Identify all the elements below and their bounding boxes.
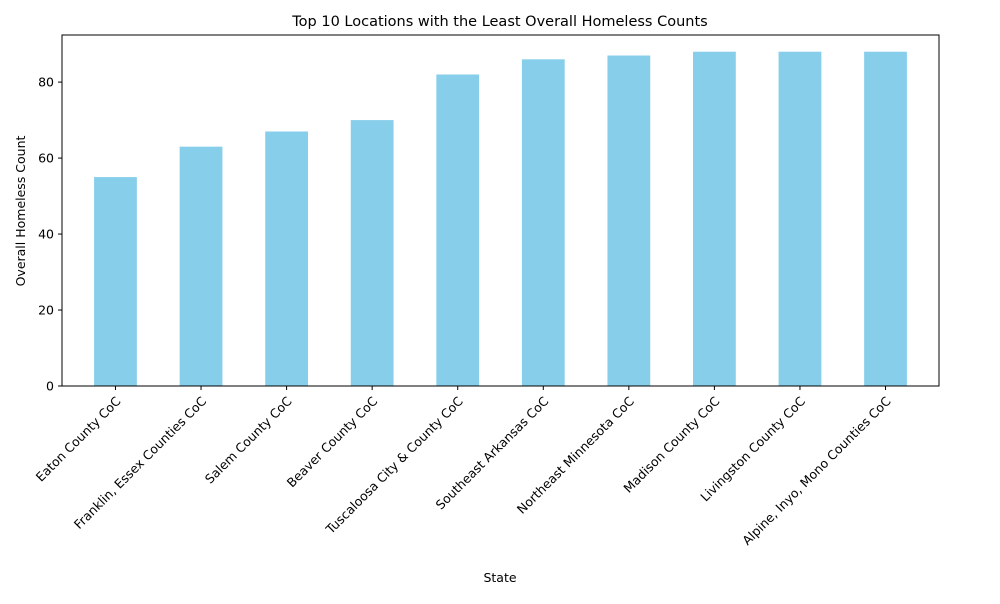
bar bbox=[179, 146, 223, 386]
bar bbox=[265, 131, 308, 386]
chart-title: Top 10 Locations with the Least Overall … bbox=[291, 14, 707, 30]
x-tick-label: Salem County CoC bbox=[202, 393, 295, 486]
plot-frame bbox=[61, 34, 940, 387]
bar bbox=[693, 51, 736, 386]
x-tick-label: Alpine, Inyo, Mono Counties CoC bbox=[739, 393, 894, 548]
x-axis-label: State bbox=[483, 570, 516, 585]
y-tick-label: 0 bbox=[46, 379, 54, 394]
bar bbox=[350, 120, 394, 386]
y-tick-label: 80 bbox=[38, 75, 54, 90]
x-tick-label: Beaver County CoC bbox=[284, 393, 381, 490]
bar bbox=[607, 55, 651, 386]
bar bbox=[436, 74, 480, 386]
y-tick-label: 60 bbox=[38, 151, 54, 166]
x-tick-label: Madison County CoC bbox=[620, 393, 722, 495]
y-tick-label: 40 bbox=[38, 227, 54, 242]
bar bbox=[94, 177, 137, 386]
x-tick-label: Eaton County CoC bbox=[33, 393, 124, 484]
y-axis-label: Overall Homeless Count bbox=[13, 135, 28, 286]
bar bbox=[864, 51, 907, 386]
bar bbox=[521, 59, 565, 387]
x-tick-label: Tuscaloosa City & County CoC bbox=[322, 393, 466, 537]
y-tick-label: 20 bbox=[38, 303, 54, 318]
bar bbox=[778, 51, 822, 386]
